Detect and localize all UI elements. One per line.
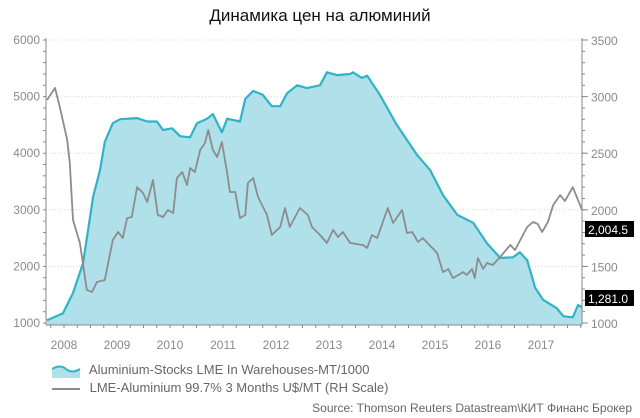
stocks-line xyxy=(46,71,583,322)
stocks-last-value: 1,281.0 xyxy=(588,292,628,306)
x-tick-label: 2012 xyxy=(263,338,290,352)
stocks-area xyxy=(47,72,582,325)
right-tick-label: 3000 xyxy=(591,91,618,105)
x-tick-label: 2014 xyxy=(369,338,396,352)
area-swatch-icon xyxy=(51,365,81,378)
source-note: Source: Thomson Reuters Datastream\КИТ Ф… xyxy=(312,401,632,415)
left-tick-label: 6000 xyxy=(13,33,40,47)
right-tick-label: 3500 xyxy=(591,34,618,48)
legend-item-price: LME-Aluminium 99.7% 3 Months U$/MT (RH S… xyxy=(52,380,388,396)
chart-title: Динамика цен на алюминий xyxy=(209,6,431,25)
x-tick-label: 2011 xyxy=(210,338,236,352)
left-tick-label: 4000 xyxy=(13,146,40,160)
x-tick-label: 2017 xyxy=(528,338,555,352)
right-tick-label: 1000 xyxy=(591,317,618,331)
price-last-value-box xyxy=(585,221,634,237)
price-last-value: 2,004.5 xyxy=(588,223,628,237)
left-tick-label: 3000 xyxy=(13,203,40,217)
price-line xyxy=(46,87,583,293)
x-tick-label: 2015 xyxy=(422,338,449,352)
x-tick-label: 2010 xyxy=(157,338,184,352)
left-tick-label: 5000 xyxy=(13,90,40,104)
legend-label-price: LME-Aluminium 99.7% 3 Months U$/MT (RH S… xyxy=(89,380,389,395)
left-tick-label: 2000 xyxy=(13,259,40,273)
x-tick-label: 2009 xyxy=(104,338,131,352)
left-tick-label: 1000 xyxy=(13,316,40,330)
line-swatch-icon xyxy=(52,387,80,390)
legend-label-stocks: Aluminium-Stocks LME In Warehouses-MT/10… xyxy=(88,362,370,377)
legend-item-stocks: Aluminium-Stocks LME In Warehouses-MT/10… xyxy=(51,362,370,378)
right-tick-label: 2000 xyxy=(591,204,618,218)
x-tick-label: 2008 xyxy=(51,338,78,352)
stocks-last-value-box xyxy=(585,290,634,306)
right-tick-label: 1500 xyxy=(591,260,618,274)
x-tick-label: 2016 xyxy=(475,338,502,352)
x-tick-label: 2013 xyxy=(316,338,343,352)
right-tick-label: 2500 xyxy=(591,147,618,161)
